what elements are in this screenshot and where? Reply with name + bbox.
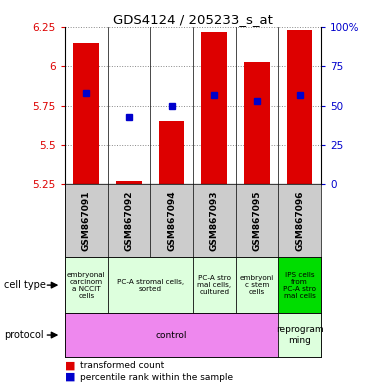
Text: embryonal
carcinom
a NCCIT
cells: embryonal carcinom a NCCIT cells bbox=[67, 271, 106, 299]
Text: GSM867093: GSM867093 bbox=[210, 190, 219, 251]
Text: protocol: protocol bbox=[4, 330, 43, 340]
Text: ■: ■ bbox=[65, 372, 75, 382]
Bar bbox=[73, 43, 99, 184]
Bar bbox=[278, 313, 321, 357]
Text: GSM867091: GSM867091 bbox=[82, 190, 91, 251]
Text: IPS cells
from
PC-A stro
mal cells: IPS cells from PC-A stro mal cells bbox=[283, 271, 316, 299]
Text: GSM867092: GSM867092 bbox=[124, 190, 134, 251]
Text: PC-A stro
mal cells,
cultured: PC-A stro mal cells, cultured bbox=[197, 275, 231, 295]
Bar bbox=[236, 257, 278, 313]
Bar bbox=[116, 181, 142, 184]
Text: GSM867096: GSM867096 bbox=[295, 190, 304, 251]
Bar bbox=[244, 61, 270, 184]
Text: embryoni
c stem
cells: embryoni c stem cells bbox=[240, 275, 274, 295]
Bar bbox=[278, 257, 321, 313]
Text: ■: ■ bbox=[65, 361, 75, 371]
Text: PC-A stromal cells,
sorted: PC-A stromal cells, sorted bbox=[117, 279, 184, 291]
Bar bbox=[65, 313, 278, 357]
Title: GDS4124 / 205233_s_at: GDS4124 / 205233_s_at bbox=[113, 13, 273, 26]
Bar bbox=[287, 30, 312, 184]
Bar bbox=[201, 31, 227, 184]
Text: GSM867095: GSM867095 bbox=[252, 190, 262, 251]
Bar bbox=[159, 121, 184, 184]
Text: reprogram
ming: reprogram ming bbox=[276, 325, 324, 345]
Text: percentile rank within the sample: percentile rank within the sample bbox=[80, 372, 233, 382]
Text: transformed count: transformed count bbox=[80, 361, 164, 370]
Bar bbox=[193, 257, 236, 313]
Text: GSM867094: GSM867094 bbox=[167, 190, 176, 251]
Bar bbox=[108, 257, 193, 313]
Bar bbox=[65, 257, 108, 313]
Text: control: control bbox=[156, 331, 187, 339]
Text: cell type: cell type bbox=[4, 280, 46, 290]
